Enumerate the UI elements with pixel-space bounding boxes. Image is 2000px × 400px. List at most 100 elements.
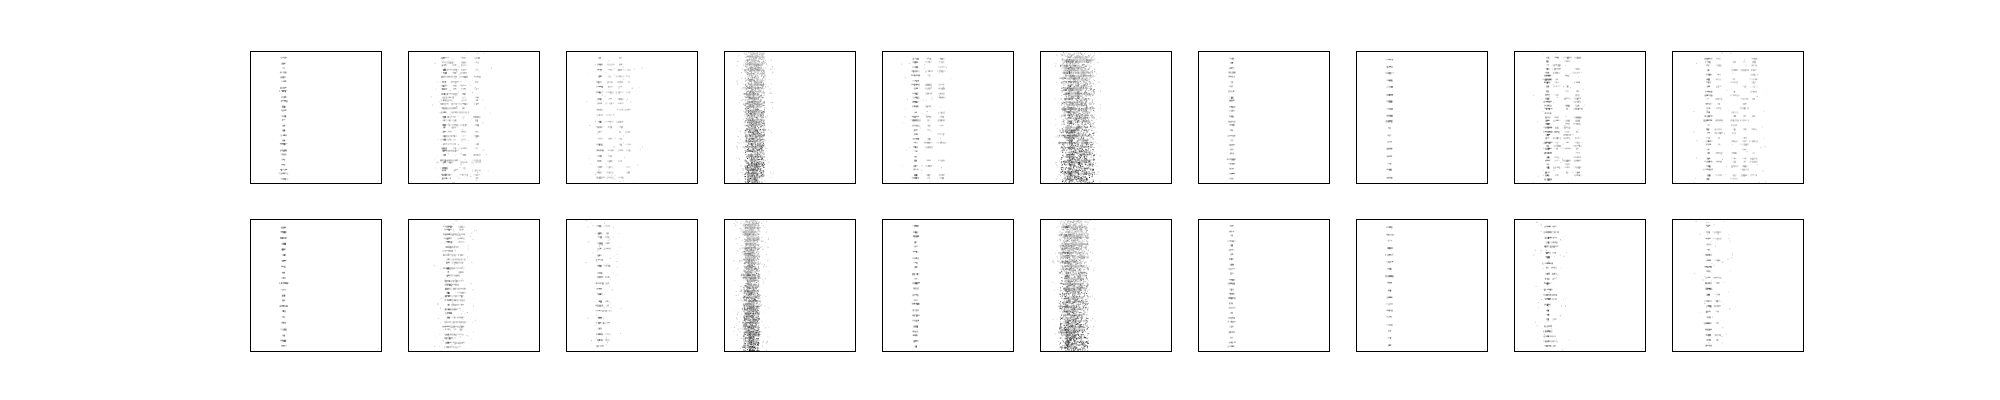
heatmap-cell (745, 106, 747, 108)
heatmap-cell (1078, 120, 1080, 122)
heatmap-band-cell (752, 112, 754, 114)
heatmap-noise-cell (927, 56, 929, 58)
heatmap-cell (1089, 87, 1091, 90)
heatmap-band-cell (759, 163, 761, 165)
heatmap-cell (939, 96, 942, 99)
heatmap-cell (612, 176, 615, 179)
heatmap-cell (915, 61, 917, 64)
heatmap-cell (609, 102, 612, 105)
heatmap-cell (930, 83, 932, 86)
heatmap-cell (600, 98, 602, 101)
heatmap-cell (1081, 72, 1083, 74)
heatmap-cell (464, 99, 467, 101)
heatmap-cell (606, 102, 609, 104)
heatmap-band-cell (759, 168, 761, 170)
heatmap-cell (1068, 134, 1071, 137)
heatmap-band-cell (749, 178, 751, 179)
heatmap-noise-cell (763, 53, 765, 55)
heatmap-band-cell (757, 161, 759, 163)
heatmap-band-cell (750, 121, 752, 123)
heatmap-cell (447, 135, 450, 138)
heatmap-cell (917, 92, 919, 94)
heatmap-cell (608, 98, 610, 100)
heatmap-cell (280, 76, 283, 79)
heatmap-cell (1089, 145, 1091, 148)
heatmap-cell (464, 138, 467, 141)
heatmap-cell (916, 124, 918, 127)
heatmap-band-cell (754, 143, 756, 144)
heatmap-cell (743, 103, 745, 105)
heatmap-cell (749, 168, 751, 171)
heatmap-band-cell (754, 150, 756, 152)
heatmap-noise-cell (763, 150, 765, 152)
heatmap-band-cell (756, 123, 758, 125)
heatmap-cell (1068, 85, 1070, 87)
heatmap-cell (941, 174, 943, 177)
heatmap-band-cell (753, 109, 755, 111)
heatmap-band-cell (761, 145, 762, 147)
heatmap-band-cell (758, 124, 760, 126)
heatmap-band-cell (758, 123, 760, 125)
heatmap-cell (597, 85, 600, 87)
heatmap-band-cell (749, 85, 751, 87)
heatmap-noise-cell (474, 86, 476, 88)
heatmap-band-cell (761, 122, 763, 124)
heatmap-band-cell (757, 98, 759, 100)
heatmap-noise-cell (456, 71, 458, 73)
heatmap-cell (617, 149, 620, 152)
heatmap-band-cell (751, 173, 753, 175)
heatmap-noise-cell (1061, 82, 1063, 84)
heatmap-band-cell (753, 111, 755, 113)
heatmap-cell (280, 56, 282, 59)
heatmap-band-cell (762, 111, 764, 112)
heatmap-band-cell (748, 137, 750, 139)
heatmap-cell (914, 66, 916, 68)
heatmap-band-cell (751, 143, 753, 145)
heatmap-cell (940, 87, 942, 90)
heatmap-band-cell (755, 68, 757, 70)
heatmap-noise-cell (1100, 107, 1102, 109)
heatmap-band-cell (756, 131, 758, 133)
heatmap-cell (1065, 72, 1067, 75)
heatmap-cell (282, 76, 285, 79)
heatmap-band-cell (754, 95, 755, 97)
heatmap-band-cell (756, 180, 758, 182)
heatmap-band-cell (755, 118, 757, 120)
heatmap-noise-cell (1059, 107, 1061, 109)
heatmap-cell (917, 101, 920, 103)
heatmap-cell (913, 138, 915, 140)
heatmap-cell (1089, 92, 1091, 95)
heatmap-cell (750, 165, 752, 168)
heatmap-band-cell (757, 141, 759, 143)
heatmap-cell (281, 168, 283, 171)
heatmap-cell (1067, 56, 1069, 59)
heatmap-cell (618, 149, 621, 151)
heatmap-cell (444, 154, 446, 156)
heatmap-cell (1071, 147, 1073, 149)
heatmap-band-cell (759, 161, 761, 163)
heatmap-band-cell (747, 69, 749, 71)
heatmap-cell (1083, 151, 1085, 154)
heatmap-noise-cell (465, 54, 466, 56)
heatmap-band-cell (755, 120, 757, 122)
heatmap-band-cell (744, 104, 746, 106)
heatmap-band-cell (751, 62, 753, 64)
heatmap-cell (465, 68, 467, 70)
heatmap-band-cell (753, 120, 755, 122)
heatmap-band-cell (744, 99, 746, 101)
heatmap-cell (747, 140, 749, 143)
heatmap-cell (750, 66, 752, 69)
heatmap-cell (477, 75, 479, 78)
heatmap-noise-cell (750, 128, 752, 130)
heatmap-cell (447, 99, 450, 101)
heatmap-cell (461, 154, 464, 156)
heatmap-noise-cell (744, 100, 746, 102)
heatmap-cell (939, 174, 942, 176)
heatmap-band-cell (751, 182, 753, 183)
heatmap-cell (612, 120, 614, 123)
heatmap-noise-cell (1077, 153, 1079, 155)
heatmap-noise-cell (767, 86, 769, 88)
heatmap-cell (914, 156, 916, 158)
heatmap-cell (444, 173, 447, 176)
heatmap-band-cell (762, 87, 764, 89)
